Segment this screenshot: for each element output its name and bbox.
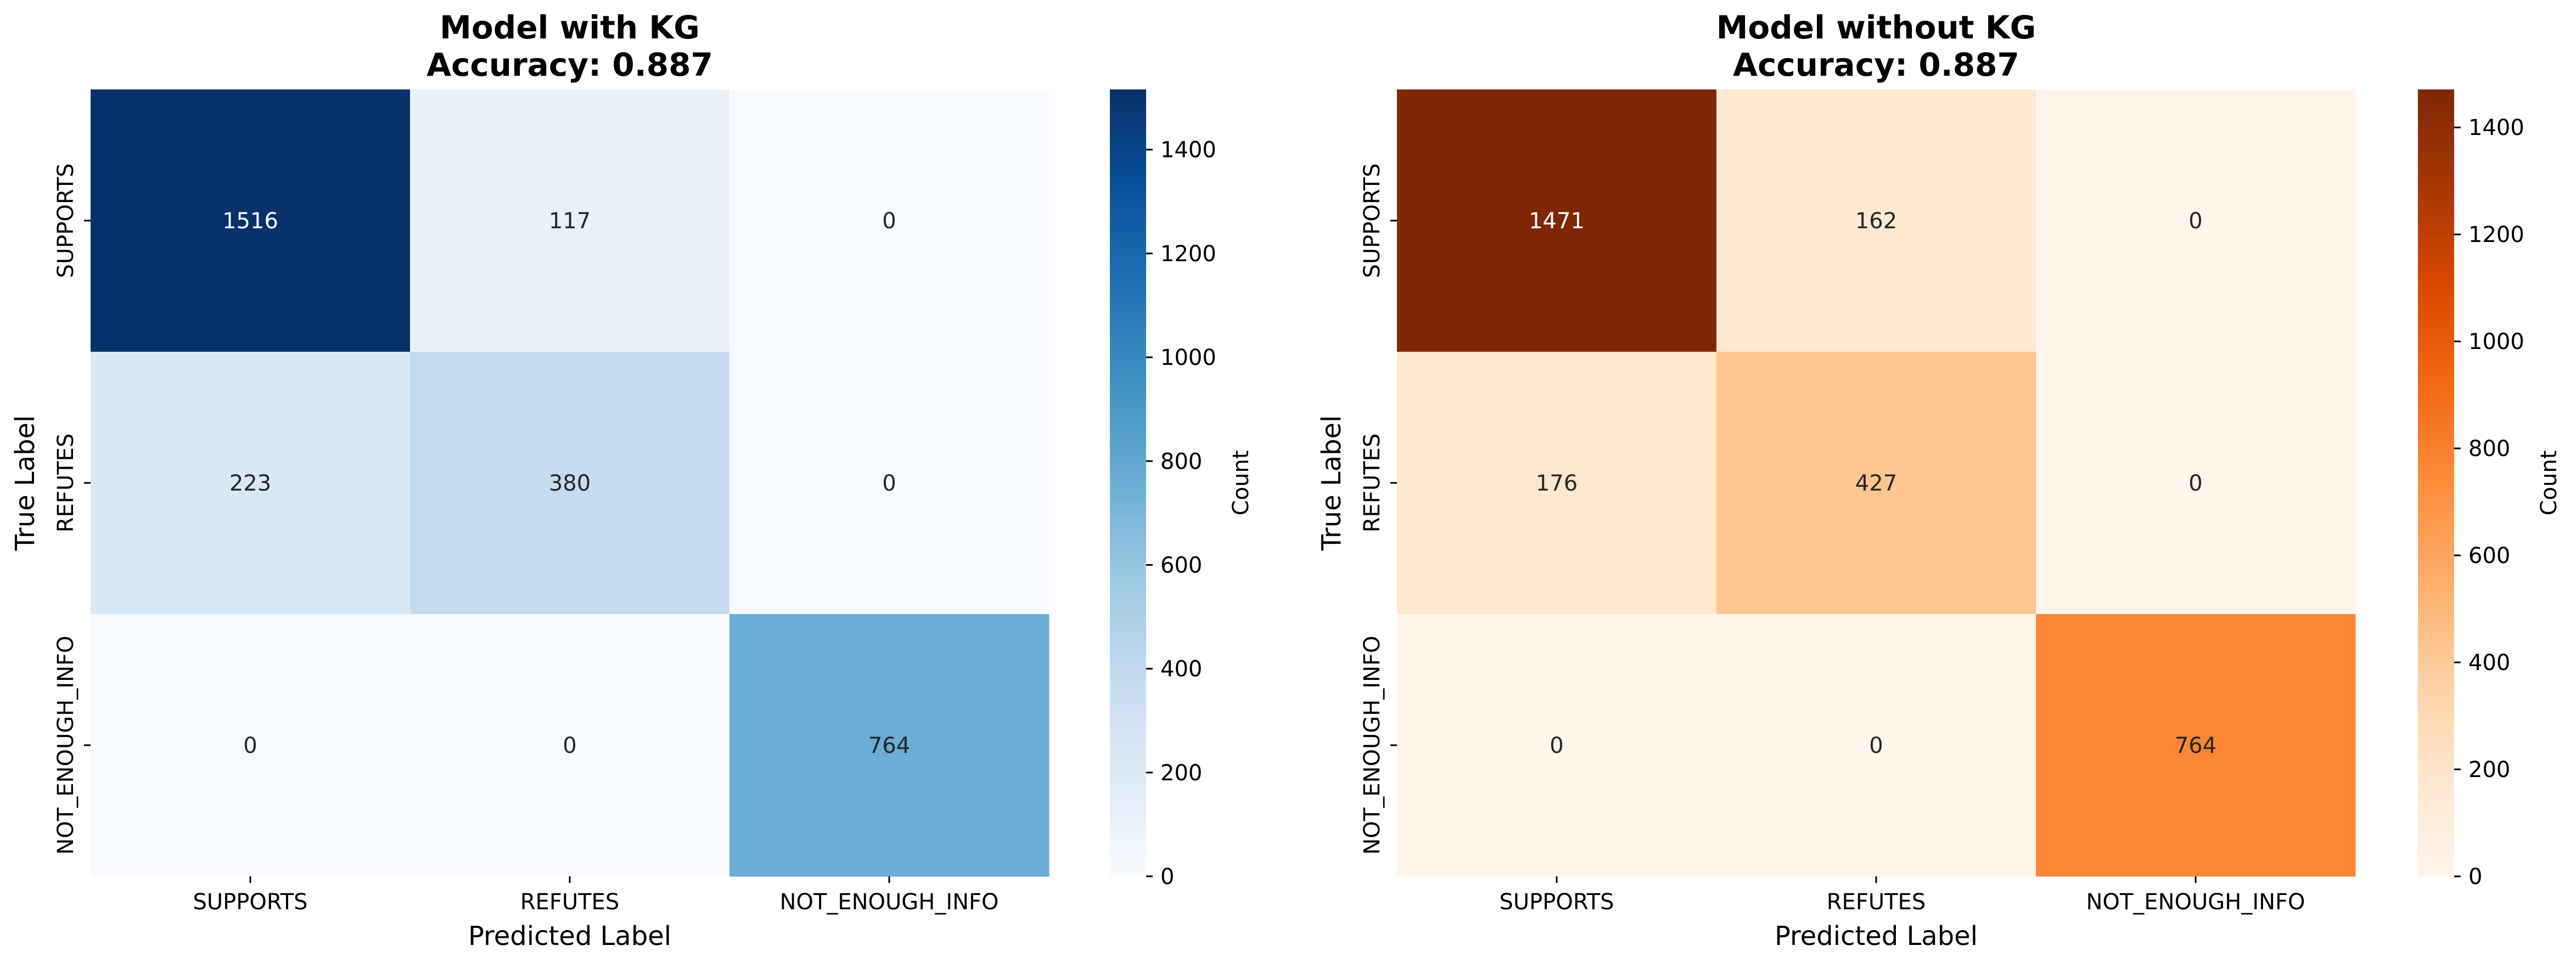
colorbar	[2418, 89, 2454, 876]
heatmap-cell	[410, 352, 730, 615]
x-tick-label: NOT_ENOUGH_INFO	[2086, 890, 2305, 915]
colorbar-tick-label: 0	[1160, 864, 1174, 890]
chart-title-line: Model with KG	[440, 9, 700, 46]
heatmap-cell	[729, 614, 1050, 877]
colorbar-tick-label: 1400	[1160, 138, 1216, 163]
y-tick-label: SUPPORTS	[1360, 163, 1385, 278]
x-tick-label: REFUTES	[1827, 890, 1926, 915]
colorbar-tick-label: 0	[2468, 864, 2482, 890]
colorbar-tick-label: 1200	[2468, 222, 2524, 247]
x-tick-label: NOT_ENOUGH_INFO	[779, 890, 998, 915]
y-axis-label: True Label	[10, 415, 41, 551]
x-tick-label: REFUTES	[520, 890, 619, 915]
heatmap-cell	[91, 352, 411, 615]
y-tick-label: NOT_ENOUGH_INFO	[53, 635, 78, 854]
heatmap-cell	[729, 352, 1050, 615]
colorbar-tick-label: 200	[1160, 761, 1202, 786]
heatmap-cell	[91, 614, 411, 877]
x-axis-label: Predicted Label	[1775, 921, 1978, 952]
x-tick-label: SUPPORTS	[1499, 890, 1614, 915]
colorbar-tick-label: 1000	[2468, 329, 2524, 354]
chart-title-line: Accuracy: 0.887	[1733, 46, 2019, 83]
cell-value-label: 0	[882, 209, 896, 234]
chart-title: Model without KG Accuracy: 0.887	[1716, 9, 2036, 83]
cell-value-label: 223	[229, 471, 271, 496]
cell-value-label: 0	[2188, 209, 2202, 234]
cell-value-label: 0	[563, 733, 576, 758]
cell-value-label: 0	[2188, 471, 2202, 496]
colorbar-tick-label: 200	[2468, 757, 2510, 783]
heatmap-cell	[410, 614, 730, 877]
colorbar-tick-label: 800	[2468, 436, 2510, 462]
x-tick-label: SUPPORTS	[193, 890, 307, 915]
colorbar-tick-label: 600	[1160, 553, 1202, 578]
heatmap-cell	[2036, 89, 2356, 352]
y-tick-label: NOT_ENOUGH_INFO	[1360, 635, 1385, 854]
cell-value-label: 380	[549, 471, 591, 496]
cell-value-label: 1471	[1529, 209, 1585, 234]
heatmap-cell	[2036, 614, 2356, 877]
chart-title: Model with KG Accuracy: 0.887	[426, 9, 713, 83]
x-axis-label: Predicted Label	[468, 921, 671, 952]
chart-title-line: Accuracy: 0.887	[426, 46, 713, 83]
colorbar-tick-label: 600	[2468, 543, 2510, 569]
cell-value-label: 176	[1536, 471, 1578, 496]
heatmap-cell	[729, 89, 1050, 352]
colorbar-tick-label: 400	[2468, 650, 2510, 676]
cell-value-label: 117	[549, 209, 591, 234]
cell-value-label: 0	[1869, 733, 1883, 758]
colorbar-tick-label: 1200	[1160, 241, 1216, 267]
cell-value-label: 1516	[222, 209, 278, 234]
heatmap-cell	[1397, 614, 1717, 877]
heatmap-cell	[1397, 352, 1717, 615]
y-tick-label: SUPPORTS	[53, 163, 78, 278]
cell-value-label: 764	[868, 733, 910, 758]
y-tick-label: REFUTES	[1360, 434, 1385, 532]
y-tick-label: REFUTES	[53, 434, 78, 532]
heatmap-cell	[91, 89, 411, 352]
cell-value-label: 427	[1855, 471, 1897, 496]
colorbar-label: Count	[2536, 451, 2562, 516]
colorbar-tick-label: 1400	[2468, 115, 2524, 140]
heatmap-cell	[1716, 352, 2036, 615]
cell-value-label: 162	[1855, 209, 1897, 234]
heatmap-cell	[410, 89, 730, 352]
cell-value-label: 764	[2175, 733, 2216, 758]
cell-value-label: 0	[243, 733, 257, 758]
colorbar-label: Count	[1228, 451, 1254, 516]
chart-title-line: Model without KG	[1716, 9, 2036, 46]
cell-value-label: 0	[1550, 733, 1563, 758]
cell-value-label: 0	[882, 471, 896, 496]
colorbar-tick-label: 400	[1160, 657, 1202, 682]
heatmap-cell	[1397, 89, 1717, 352]
heatmap-panel-2: Model without KG Accuracy: 0.887 1471 162 0 1…	[1316, 9, 2562, 952]
heatmap-cell	[2036, 352, 2356, 615]
y-axis-label: True Label	[1316, 415, 1347, 551]
heatmap-panel-1: Model with KG Accuracy: 0.887 1516 117 0 223 3…	[10, 9, 1254, 952]
colorbar	[1110, 89, 1146, 876]
colorbar-tick-label: 1000	[1160, 345, 1216, 370]
heatmap-cell	[1716, 89, 2036, 352]
heatmap-cell	[1716, 614, 2036, 877]
colorbar-tick-label: 800	[1160, 449, 1202, 474]
